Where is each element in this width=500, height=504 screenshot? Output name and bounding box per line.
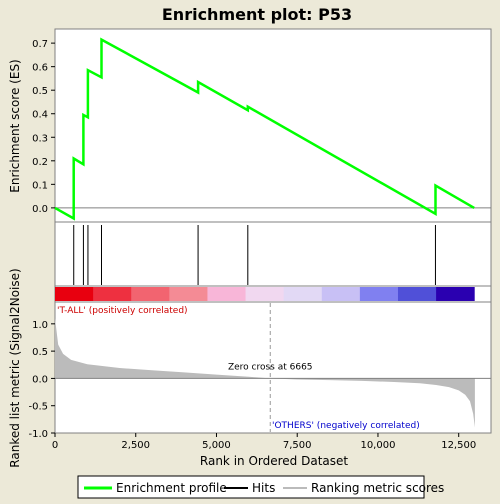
metric-y-axis-label: Ranked list metric (Signal2Noise) <box>8 268 22 467</box>
metric-axis: 1.0 0.5 0.0 -0.5 -1.0 <box>28 320 55 440</box>
hits-panel-frame <box>54 221 492 287</box>
es-panel-frame <box>54 28 492 223</box>
legend-metric-label: Ranking metric scores <box>311 481 444 495</box>
zero-cross-label: Zero cross at 6665 <box>228 362 313 372</box>
heatmap-cell <box>283 287 323 301</box>
heatmap-cell <box>55 287 94 301</box>
x-axis-label: Rank in Ordered Dataset <box>200 454 348 468</box>
x-tick-label: 7,500 <box>283 440 312 451</box>
heatmap-cell <box>397 287 437 301</box>
metric-tick-label: -0.5 <box>28 402 48 413</box>
metric-tick-label: -1.0 <box>28 429 48 440</box>
legend: Enrichment profile Hits Ranking metric s… <box>77 475 444 499</box>
x-tick-label: 12,500 <box>441 440 476 451</box>
heatmap-cells <box>55 287 475 301</box>
metric-tick-label: 0.5 <box>32 347 48 358</box>
positive-class-label: 'T-ALL' (positively correlated) <box>57 306 188 316</box>
heatmap-cell <box>245 287 285 301</box>
metric-tick-label: 1.0 <box>32 320 48 331</box>
heatmap-cell <box>359 287 399 301</box>
x-axis: 0 2,500 5,000 7,500 10,000 12,500 <box>52 433 476 451</box>
x-tick-label: 10,000 <box>360 440 395 451</box>
es-y-axis-label: Enrichment score (ES) <box>8 59 22 192</box>
es-tick-label: 0.0 <box>32 204 48 215</box>
heatmap-cell <box>436 287 475 301</box>
es-tick-label: 0.3 <box>32 133 48 144</box>
es-tick-label: 0.1 <box>32 180 48 191</box>
heatmap-cell <box>321 287 361 301</box>
legend-hits-label: Hits <box>252 481 275 495</box>
x-tick-label: 5,000 <box>202 440 231 451</box>
hit-marks <box>73 225 436 285</box>
es-tick-label: 0.6 <box>32 63 48 74</box>
es-tick-label: 0.2 <box>32 157 48 168</box>
enrichment-profile-line <box>54 37 475 221</box>
es-tick-label: 0.7 <box>32 39 48 50</box>
legend-frame <box>77 475 425 499</box>
es-axis: 0.0 0.1 0.2 0.3 0.4 0.5 0.6 0.7 <box>32 39 55 215</box>
heatmap-cell <box>131 287 170 301</box>
ranking-metric-area <box>55 318 475 428</box>
heatmap-cell <box>207 287 247 301</box>
metric-panel-frame <box>54 301 492 434</box>
metric-tick-label: 0.0 <box>32 374 48 385</box>
legend-profile-label: Enrichment profile <box>116 481 227 495</box>
metric-panel: Zero cross at 6665 'T-ALL' (positively c… <box>8 268 492 468</box>
chart-title: Enrichment plot: P53 <box>162 5 352 24</box>
heatmap-bar <box>54 285 492 303</box>
es-tick-label: 0.4 <box>32 110 48 121</box>
es-panel: 0.0 0.1 0.2 0.3 0.4 0.5 0.6 0.7 Enrichment scor… <box>8 28 492 223</box>
hits-panel <box>54 221 492 287</box>
x-tick-label: 2,500 <box>121 440 150 451</box>
heatmap-cell <box>169 287 208 301</box>
es-tick-label: 0.5 <box>32 86 48 97</box>
heatmap-cell <box>93 287 132 301</box>
negative-class-label: 'OTHERS' (negatively correlated) <box>272 421 420 431</box>
x-tick-label: 0 <box>52 440 58 451</box>
